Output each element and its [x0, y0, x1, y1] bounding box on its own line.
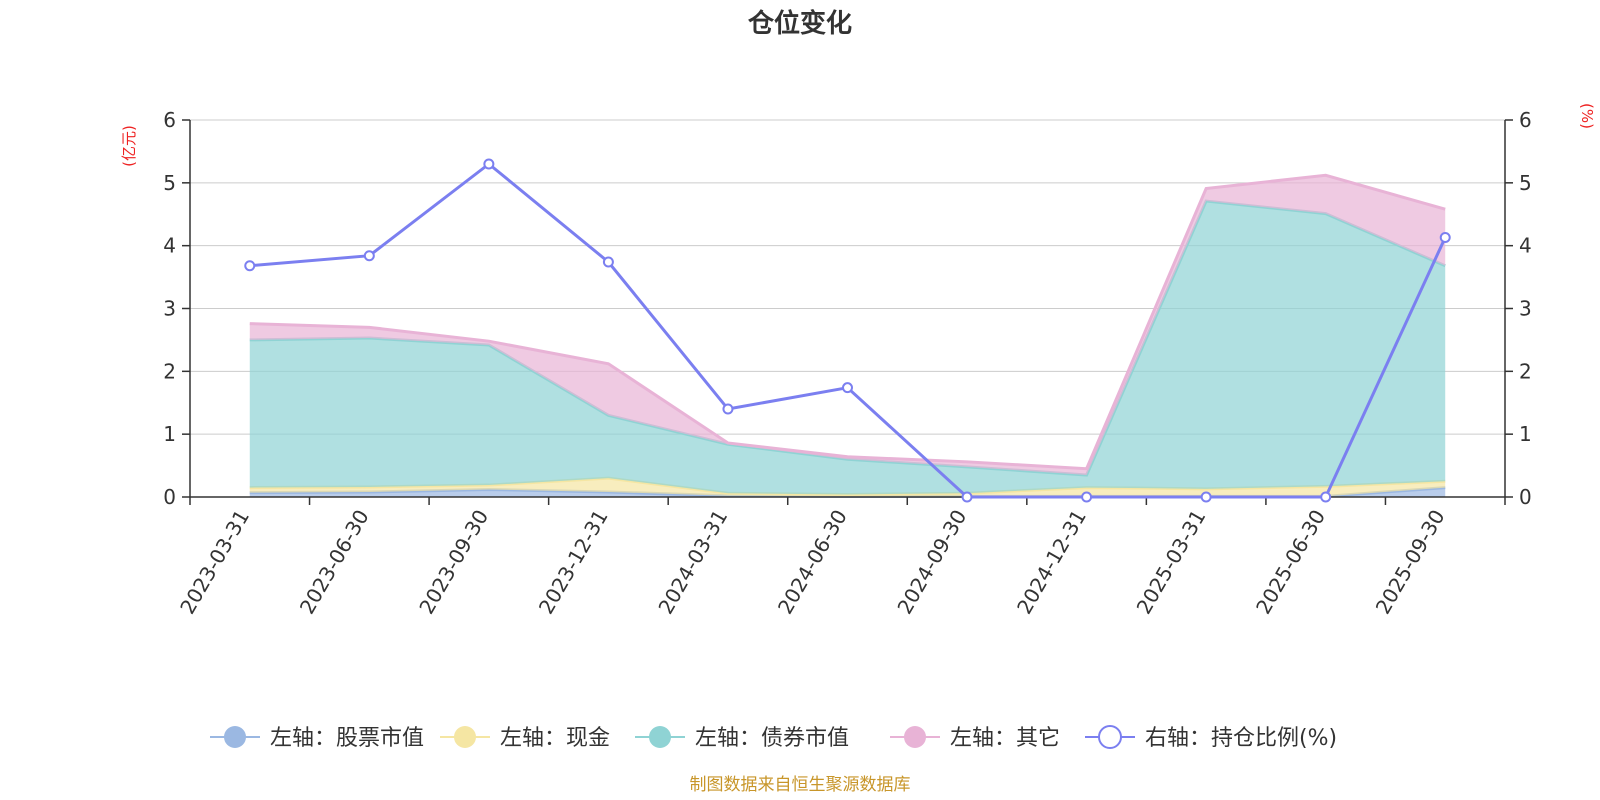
x-tick-label: 2023-06-30: [295, 506, 374, 619]
right-tick-label: 3: [1519, 297, 1532, 321]
legend: 左轴：股票市值 左轴：现金 左轴：债券市值 左轴：其它 右轴：持仓比例(%): [210, 725, 1337, 751]
legend-marker-icon: [904, 726, 926, 748]
right-tick-label: 6: [1519, 108, 1532, 132]
area-series-3: [249, 175, 1446, 476]
legend-item-3[interactable]: 左轴：其它: [890, 726, 1060, 751]
left-tick-label: 5: [163, 171, 176, 195]
ratio-point: [363, 250, 375, 262]
legend-item-1[interactable]: 左轴：现金: [440, 726, 610, 751]
x-tick-label: 2024-06-30: [773, 506, 852, 619]
ratio-point: [483, 158, 495, 170]
legend-marker-icon: [1098, 725, 1122, 749]
x-tick-label: 2024-03-31: [653, 506, 732, 619]
area-series-2: [249, 201, 1446, 495]
x-tick-label: 2023-09-30: [414, 506, 493, 619]
legend-label: 左轴：现金: [500, 726, 610, 751]
legend-marker-icon: [649, 726, 671, 748]
data-source-note: 制图数据来自恒生聚源数据库: [690, 775, 911, 795]
area-top-line-1: [249, 476, 1446, 496]
ratio-point: [961, 491, 973, 503]
x-tick-label: 2023-03-31: [175, 506, 254, 619]
right-tick-label: 5: [1519, 171, 1532, 195]
right-tick-label: 0: [1519, 485, 1532, 509]
x-tick-label: 2023-12-31: [534, 506, 613, 619]
ratio-point: [244, 260, 256, 272]
left-tick-label: 1: [163, 422, 176, 446]
left-tick-label: 2: [163, 359, 176, 383]
legend-item-0[interactable]: 左轴：股票市值: [210, 726, 424, 751]
left-tick-label: 0: [163, 485, 176, 509]
right-tick-label: 4: [1519, 234, 1532, 258]
legend-item-4[interactable]: 右轴：持仓比例(%): [1085, 725, 1337, 751]
legend-label: 左轴：债券市值: [695, 726, 849, 751]
right-axis-unit: (%): [1578, 103, 1596, 129]
ratio-point: [1320, 491, 1332, 503]
ratio-point: [1200, 491, 1212, 503]
x-tick-label: 2025-09-30: [1371, 506, 1450, 619]
legend-marker-icon: [224, 726, 246, 748]
ratio-point: [602, 256, 614, 268]
ratio-point: [1081, 491, 1093, 503]
area-top-line-3: [249, 173, 1446, 471]
left-tick-label: 3: [163, 297, 176, 321]
legend-marker-icon: [454, 726, 476, 748]
legend-item-2[interactable]: 左轴：债券市值: [635, 726, 849, 751]
left-tick-label: 6: [163, 108, 176, 132]
left-tick-label: 4: [163, 234, 176, 258]
legend-label: 左轴：股票市值: [270, 726, 424, 751]
right-tick-label: 2: [1519, 359, 1532, 383]
x-tick-label: 2025-03-31: [1132, 506, 1211, 619]
right-tick-label: 1: [1519, 422, 1532, 446]
ratio-point: [722, 403, 734, 415]
ratio-point: [842, 382, 853, 394]
position-ratio-line: [244, 158, 1451, 503]
x-tick-label: 2025-06-30: [1251, 506, 1330, 619]
legend-label: 左轴：其它: [950, 726, 1060, 751]
x-tick-label: 2024-09-30: [892, 505, 971, 618]
left-axis-unit: (亿元): [120, 125, 138, 167]
stacked-areas: [249, 173, 1446, 498]
x-tick-label: 2024-12-31: [1012, 506, 1091, 619]
area-series-0: [249, 487, 1446, 497]
chart-title: 仓位变化: [747, 8, 852, 39]
legend-label: 右轴：持仓比例(%): [1145, 726, 1337, 751]
ratio-point: [1439, 231, 1451, 243]
